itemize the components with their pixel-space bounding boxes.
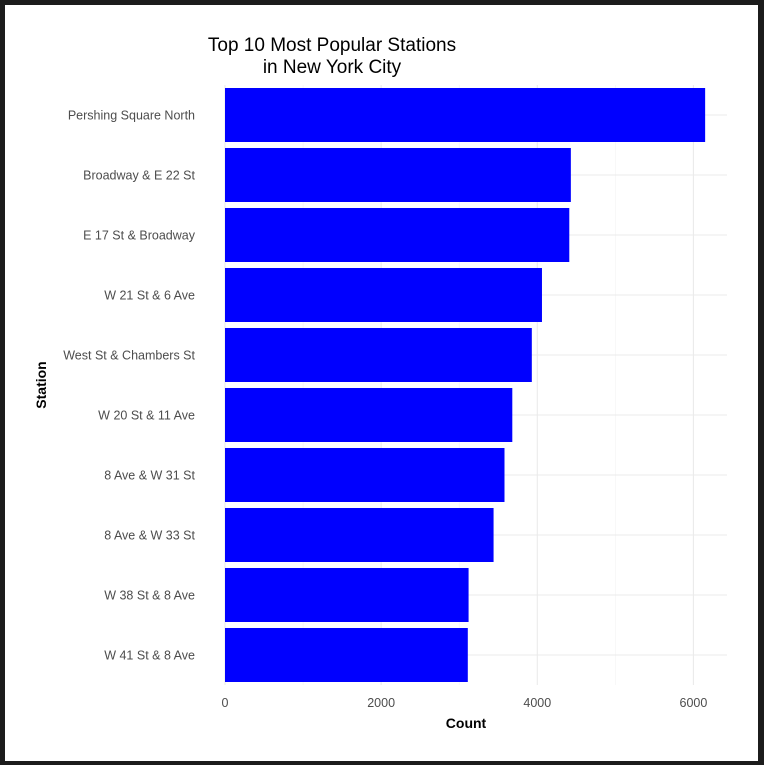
x-axis-title: Count [446, 715, 487, 731]
chart-title-line-2: in New York City [263, 57, 402, 78]
bar [225, 508, 494, 562]
bar [225, 208, 570, 262]
x-tick-label: 2000 [367, 696, 395, 710]
bar [225, 268, 542, 322]
y-tick-label: W 20 St & 11 Ave [98, 409, 195, 423]
y-tick-label: 8 Ave & W 31 St [104, 469, 195, 483]
y-tick-label: West St & Chambers St [63, 349, 195, 363]
x-tick-label: 0 [222, 696, 229, 710]
chart-frame: Pershing Square North Broadway & E 22 St E… [5, 5, 758, 761]
y-tick-label: E 17 St & Broadway [83, 229, 196, 243]
y-tick-label: W 38 St & 8 Ave [104, 589, 195, 603]
bars [225, 88, 706, 682]
y-tick-label: Broadway & E 22 St [83, 169, 195, 183]
bar [225, 568, 469, 622]
bar-chart: Pershing Square North Broadway & E 22 St E… [33, 35, 727, 731]
y-tick-label: W 41 St & 8 Ave [104, 649, 195, 663]
y-tick-label: W 21 St & 6 Ave [104, 289, 195, 303]
bar [225, 328, 532, 382]
x-tick-label: 4000 [523, 696, 551, 710]
bar [225, 148, 571, 202]
y-tick-label: Pershing Square North [68, 109, 195, 123]
y-tick-labels: Pershing Square North Broadway & E 22 St E… [63, 109, 196, 663]
x-tick-labels: 0 2000 4000 6000 [222, 696, 708, 710]
bar [225, 448, 505, 502]
x-tick-label: 6000 [680, 696, 708, 710]
y-tick-label: 8 Ave & W 33 St [104, 529, 195, 543]
y-axis-title: Station [33, 361, 49, 408]
bar [225, 388, 513, 442]
chart-title-line-1: Top 10 Most Popular Stations [208, 35, 456, 56]
bar [225, 628, 468, 682]
bar [225, 88, 706, 142]
